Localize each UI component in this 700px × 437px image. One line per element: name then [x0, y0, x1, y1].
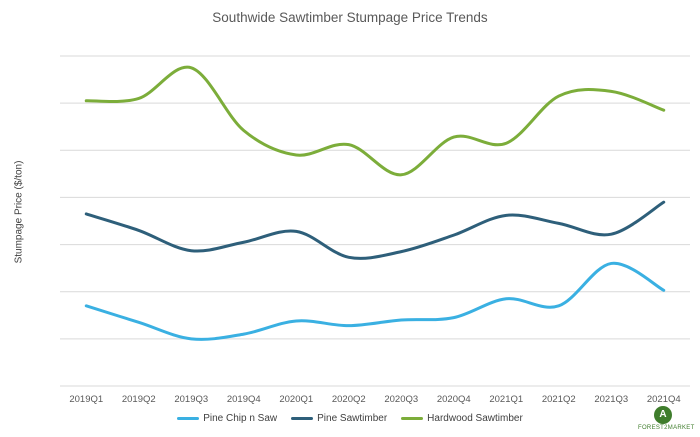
legend-item-pine-sawtimber: Pine Sawtimber — [291, 413, 387, 424]
legend-label-pine-chip-n-saw: Pine Chip n Saw — [203, 413, 278, 424]
x-tick-label: 2019Q4 — [227, 394, 261, 405]
legend-item-pine-chip-n-saw: Pine Chip n Saw — [177, 413, 277, 424]
legend-swatch-pine-sawtimber — [291, 417, 314, 420]
x-tick-label: 2021Q3 — [594, 394, 628, 405]
legend-label-hardwood-sawtimber: Hardwood Sawtimber — [427, 413, 523, 424]
gridlines — [60, 55, 690, 387]
legend-swatch-hardwood-sawtimber — [401, 417, 424, 420]
legend-item-hardwood-sawtimber: Hardwood Sawtimber — [401, 413, 523, 424]
series-line-pine-chip-n-saw — [84, 261, 666, 341]
x-tick-label: 2021Q2 — [542, 394, 576, 405]
x-tick-label: 2020Q1 — [279, 394, 313, 405]
x-tick-label: 2019Q3 — [174, 394, 208, 405]
x-tick-label: 2019Q2 — [122, 394, 156, 405]
logo-text: FOREST2MARKET — [638, 425, 695, 431]
legend-swatch-pine-chip-n-saw — [177, 417, 200, 420]
legend: Pine Chip n Saw Pine Sawtimber Hardwood … — [0, 413, 700, 424]
x-tick-labels: 2019Q1 2019Q2 2019Q3 2019Q4 2020Q1 2020Q2 2020… — [69, 394, 680, 405]
x-tick-label: 2020Q2 — [332, 394, 366, 405]
x-tick-label: 2021Q1 — [489, 394, 523, 405]
x-tick-label: 2020Q4 — [437, 394, 471, 405]
legend-label-pine-sawtimber: Pine Sawtimber — [317, 413, 388, 424]
logo-tree-icon: A — [654, 406, 672, 424]
series-line-hardwood-sawtimber — [84, 65, 666, 177]
chart-title: Southwide Sawtimber Stumpage Price Trend… — [212, 10, 488, 25]
series-line-pine-sawtimber — [84, 200, 666, 260]
forest2market-logo: A FOREST2MARKET — [638, 406, 695, 431]
x-tick-label: 2021Q4 — [647, 394, 681, 405]
x-tick-label: 2019Q1 — [69, 394, 103, 405]
series-lines — [84, 65, 666, 341]
x-tick-label: 2020Q3 — [384, 394, 418, 405]
